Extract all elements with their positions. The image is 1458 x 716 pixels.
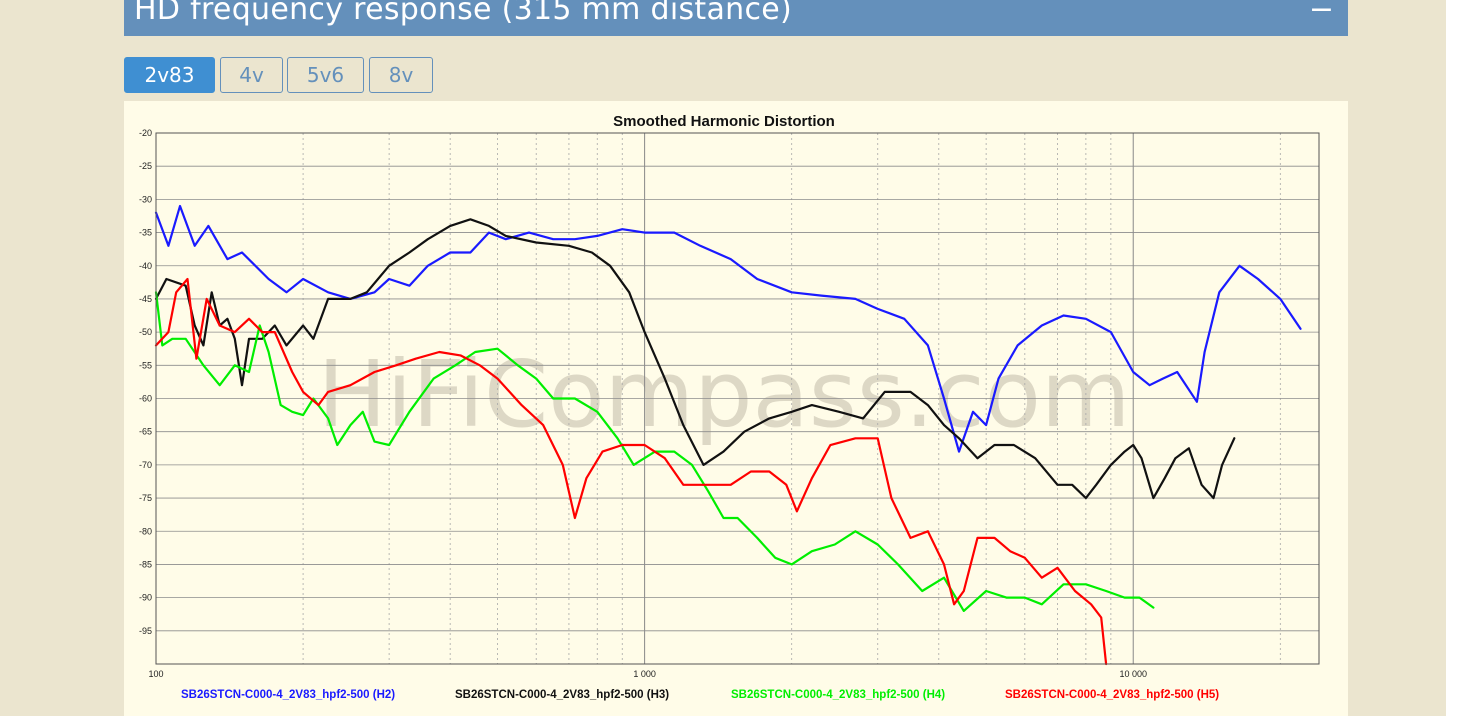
y-tick-label: -90	[139, 593, 152, 603]
harmonic-distortion-chart: HiFiCompass.com -20-25-30-35-40-45-50-55…	[139, 113, 1320, 701]
y-tick-label: -95	[139, 626, 152, 636]
panel-header[interactable]: HD frequency response (315 mm distance) …	[124, 0, 1348, 36]
y-tick-label: -75	[139, 493, 152, 503]
chart-title: Smoothed Harmonic Distortion	[613, 113, 835, 130]
y-tick-label: -70	[139, 460, 152, 470]
legend-entry: SB26STCN-C000-4_2V83_hpf2-500 (H5)	[1005, 689, 1219, 701]
series-line-h2	[154, 204, 1302, 453]
series-line-h4	[154, 291, 1155, 612]
tab-5v6[interactable]: 5v6	[287, 57, 364, 93]
tab-4v[interactable]: 4v	[220, 57, 283, 93]
series-line-h3	[154, 218, 1236, 500]
panel-title: HD frequency response (315 mm distance)	[134, 0, 793, 27]
tab-2v83[interactable]: 2v83	[124, 57, 215, 93]
y-tick-label: -20	[139, 128, 152, 138]
y-tick-label: -85	[139, 559, 152, 569]
series-line-h5	[154, 277, 1108, 666]
y-tick-label: -50	[139, 327, 152, 337]
collapse-icon[interactable]: −	[1308, 0, 1334, 27]
y-tick-label: -60	[139, 394, 152, 404]
page-edge	[1446, 0, 1458, 716]
y-tick-label: -25	[139, 161, 152, 171]
y-tick-label: -45	[139, 294, 152, 304]
x-tick-label: 100	[148, 669, 163, 679]
legend-entry: SB26STCN-C000-4_2V83_hpf2-500 (H3)	[455, 689, 669, 701]
plot-frame	[155, 132, 1320, 665]
chart-container: HiFiCompass.com -20 -25 -30 -35 -40 -45 -50 -55…	[124, 101, 1348, 716]
y-tick-label: -30	[139, 194, 152, 204]
x-tick-label: 10 000	[1119, 669, 1147, 679]
y-tick-label: -65	[139, 427, 152, 437]
x-tick-label: 1 000	[633, 669, 656, 679]
y-tick-label: -55	[139, 360, 152, 370]
y-tick-label: -35	[139, 228, 152, 238]
y-tick-label: -80	[139, 526, 152, 536]
y-tick-label: -40	[139, 261, 152, 271]
legend-entry: SB26STCN-C000-4_2V83_hpf2-500 (H2)	[181, 689, 395, 701]
legend-entry: SB26STCN-C000-4_2V83_hpf2-500 (H4)	[731, 689, 945, 701]
tab-8v[interactable]: 8v	[369, 57, 433, 93]
